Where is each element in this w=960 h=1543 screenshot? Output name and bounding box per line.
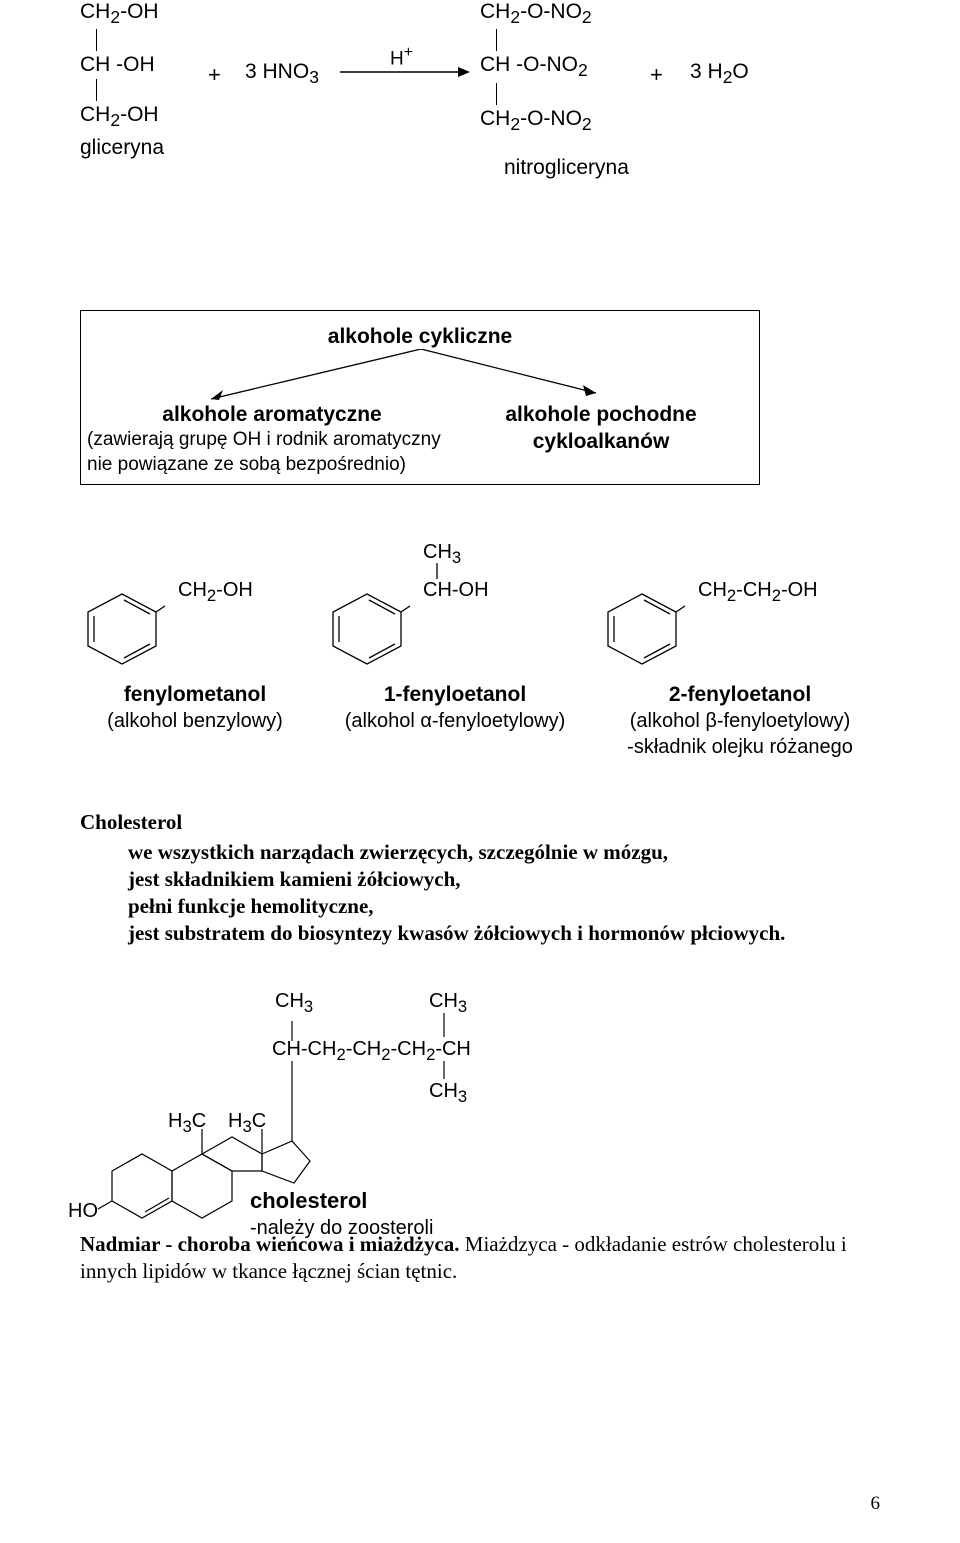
1-phenylethanol-side: CH-OH: [423, 579, 489, 602]
nitroglycerin-structure: CH2-O-NO2 CH -O-NO2 CH2-O-NO2 nitroglice…: [480, 0, 629, 180]
glycerin-structure: CH2-OH CH -OH CH2-OH gliceryna: [80, 0, 164, 160]
chol-h3c-1: H3C: [228, 1109, 266, 1138]
1-phenylethanol-top: CH3: [423, 541, 461, 568]
2-phenylethanol: CH2-CH2-OH 2-fenyloetanol (alkohol β-fen…: [600, 535, 880, 760]
branch-aromatic-title: alkohole aromatyczne: [87, 401, 457, 428]
1-phenylethanol-name: 1-fenyloetanol: [325, 681, 585, 708]
glycerin-line2: CH -OH: [80, 53, 164, 76]
2-phenylethanol-caption: 2-fenyloetanol (alkohol β-fenyloetylowy)…: [600, 681, 880, 760]
bond-line: [436, 563, 438, 579]
phenylmethanol-caption: fenylometanol (alkohol benzylowy): [80, 681, 310, 734]
1-phenylethanol-structure: CH3 CH-OH: [325, 535, 585, 675]
reagent-hno3: 3 HNO3: [245, 60, 319, 88]
glycerin-line3: CH2-OH: [80, 103, 164, 130]
byproduct-h2o: 3 H2O: [690, 60, 749, 88]
phenylmethanol-name: fenylometanol: [80, 681, 310, 708]
branch-aromatic-line2: (zawierają grupę OH i rodnik aromatyczny: [87, 428, 457, 453]
chol-h3c-2: H3C: [168, 1109, 206, 1138]
benzene-ring-icon: [600, 590, 685, 665]
bond-line: [443, 1013, 445, 1037]
1-phenylethanol-caption: 1-fenyloetanol (alkohol α-fenyloetylowy): [325, 681, 585, 734]
chol-ch3-c: CH3: [429, 1079, 467, 1108]
bond-line: [96, 79, 97, 101]
nitro-line1: CH2-O-NO2: [480, 0, 629, 27]
nitration-reaction: CH2-OH CH -OH CH2-OH gliceryna + 3 HNO3 …: [80, 0, 880, 250]
2-phenylethanol-side: CH2-CH2-OH: [698, 579, 818, 606]
phenylmethanol: CH2-OH fenylometanol (alkohol benzylowy): [80, 535, 310, 760]
branch-cycloalkane: alkohole pochodne cykloalkanów: [451, 401, 751, 456]
chol-bullet-2: jest składnikiem kamieni żółciowych,: [128, 866, 880, 893]
benzene-ring-icon: [80, 590, 165, 665]
atherosclerosis-paragraph: Nadmiar - choroba wieńcowa i miażdżyca. …: [80, 1231, 880, 1285]
phenylmethanol-structure: CH2-OH: [80, 535, 310, 675]
2-phenylethanol-note: -składnik olejku różanego: [600, 734, 880, 760]
chol-ho: HO: [68, 1199, 98, 1224]
chol-bullet-1: we wszystkich narządach zwierzęcych, szc…: [128, 839, 880, 866]
branch-aromatic: alkohole aromatyczne (zawierają grupę OH…: [87, 401, 457, 478]
1-phenylethanol: CH3 CH-OH 1-fenyloetanol (alkohol α-feny…: [325, 535, 585, 760]
cholesterol-structure: CH3 CH3 CH-CH2-CH2-CH2-CH CH3 H3C H3C HO…: [80, 951, 880, 1221]
reaction-arrow: H+: [340, 50, 470, 80]
bond-line: [443, 1061, 445, 1079]
aromatic-alcohols-row: CH2-OH fenylometanol (alkohol benzylowy)…: [80, 535, 880, 760]
nitroglycerin-label: nitrogliceryna: [504, 156, 629, 180]
bond-line: [96, 29, 97, 51]
arrow-label-hplus: H+: [390, 44, 413, 70]
phenylmethanol-syn: (alkohol benzylowy): [80, 708, 310, 734]
cholesterol-skeleton-icon: [80, 951, 440, 1221]
chol-ch3-a: CH3: [275, 989, 313, 1018]
phenylmethanol-side: CH2-OH: [178, 579, 253, 606]
diagram-title: alkohole cykliczne: [95, 325, 745, 349]
cholesterol-bullets: we wszystkich narządach zwierzęcych, szc…: [128, 839, 880, 947]
branch-cycloalkane-title: alkohole pochodne cykloalkanów: [451, 401, 751, 456]
chol-chain: CH-CH2-CH2-CH2-CH: [272, 1037, 471, 1066]
chol-bullet-4: jest substratem do biosyntezy kwasów żół…: [128, 920, 880, 947]
cholesterol-name-bold: cholesterol: [250, 1188, 367, 1213]
glycerin-line1: CH2-OH: [80, 0, 164, 27]
branch-aromatic-line3: nie powiązane ze sobą bezpośrednio): [87, 453, 457, 478]
cyclic-alcohols-diagram: alkohole cykliczne alkohole aromatyczne …: [80, 310, 760, 485]
page-number: 6: [871, 1493, 881, 1515]
bond-line: [496, 29, 497, 51]
nitro-line3: CH2-O-NO2: [480, 107, 629, 134]
plus-sign: +: [208, 62, 221, 88]
1-phenylethanol-syn: (alkohol α-fenyloetylowy): [325, 708, 585, 734]
cholesterol-title: Cholesterol: [80, 810, 880, 835]
chol-bullet-3: pełni funkcje hemolityczne,: [128, 893, 880, 920]
2-phenylethanol-structure: CH2-CH2-OH: [600, 535, 880, 675]
benzene-ring-icon: [325, 590, 410, 665]
cholesterol-name: cholesterol -należy do zoosteroli: [250, 1187, 433, 1242]
bond-line: [496, 83, 497, 105]
2-phenylethanol-name: 2-fenyloetanol: [600, 681, 880, 708]
nitro-line2: CH -O-NO2: [480, 53, 629, 80]
branch-lines-icon: [101, 349, 741, 404]
cholesterol-note: -należy do zoosteroli: [250, 1217, 433, 1239]
glycerin-label: gliceryna: [80, 136, 164, 160]
chol-ch3-b: CH3: [429, 989, 467, 1018]
2-phenylethanol-syn: (alkohol β-fenyloetylowy): [600, 708, 880, 734]
plus-sign: +: [650, 62, 663, 88]
